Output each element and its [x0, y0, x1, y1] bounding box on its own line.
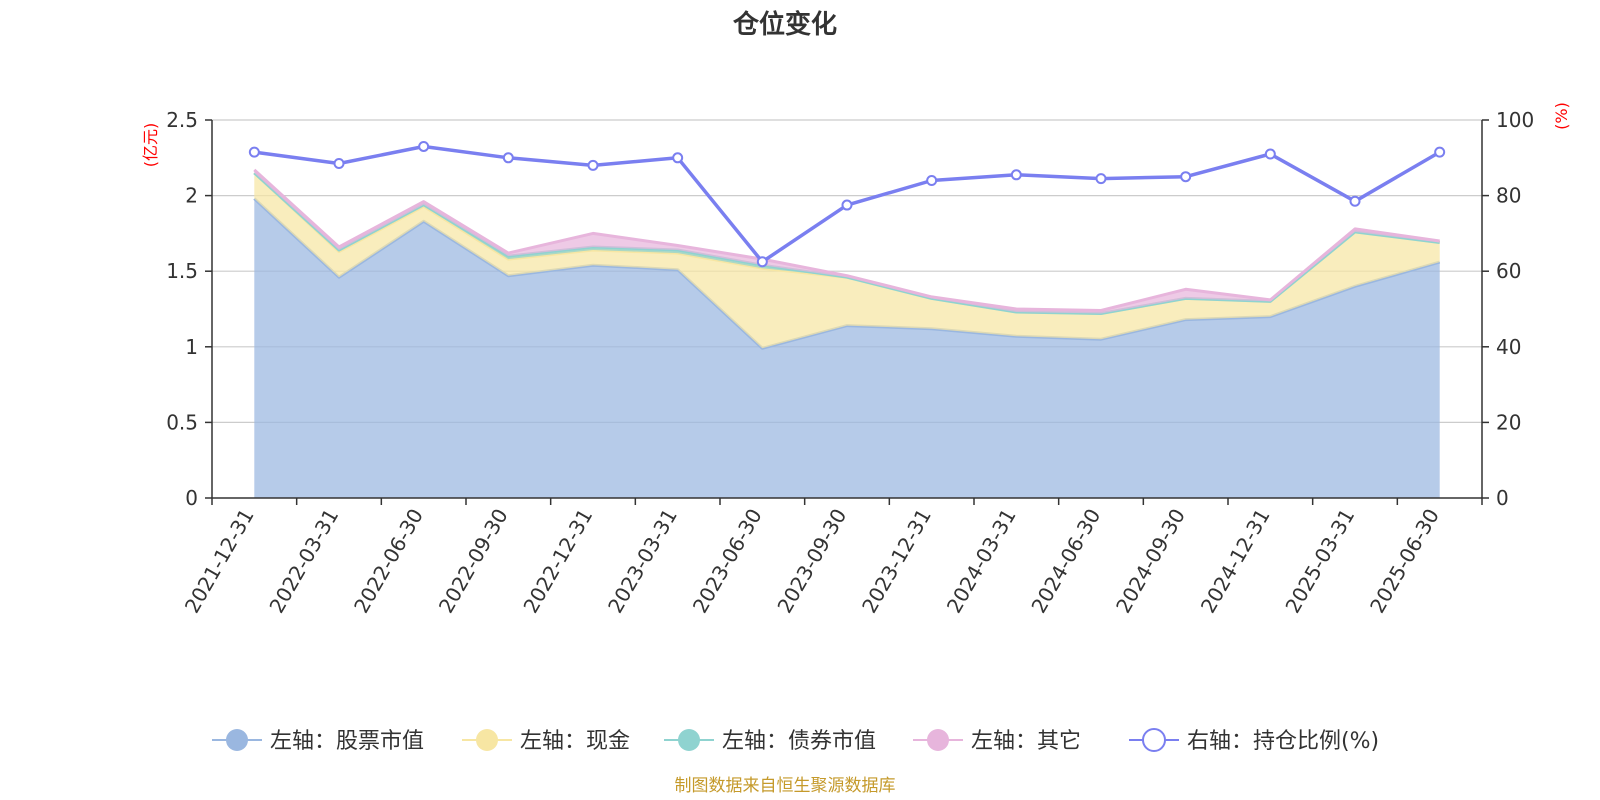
legend-label: 右轴：持仓比例(%) — [1187, 729, 1379, 754]
legend-circle-marker — [927, 729, 949, 751]
data-source-footer: 制图数据来自恒生聚源数据库 — [675, 776, 896, 796]
holding-ratio-point — [756, 256, 768, 268]
legend: 左轴：股票市值 左轴：现金 左轴：债券市值 左轴：其它 右轴：持仓比例(%) — [212, 728, 1379, 754]
legend-circle-marker — [678, 729, 700, 751]
holding-ratio-point — [841, 199, 853, 211]
x-axis-tick-label: 2022-09-30 — [434, 505, 513, 618]
right-axis-tick-label: 20 — [1496, 410, 1521, 434]
x-axis-tick-label: 2025-03-31 — [1280, 505, 1359, 618]
left-axis-unit: (亿元) — [141, 123, 160, 168]
holding-ratio-point — [587, 159, 599, 171]
legend-circle-marker — [226, 729, 248, 751]
holding-ratio-point — [1434, 146, 1446, 158]
x-axis-tick-label: 2021-12-31 — [180, 505, 259, 618]
x-axis-tick-label: 2024-12-31 — [1196, 505, 1275, 618]
holding-ratio-point — [1349, 195, 1361, 207]
x-axis-tick-label: 2023-06-30 — [688, 505, 767, 618]
legend-label: 左轴：其它 — [971, 729, 1081, 754]
area-series-1 — [254, 172, 1440, 349]
x-axis-tick-label: 2024-03-31 — [942, 504, 1021, 617]
legend-label: 左轴：股票市值 — [270, 729, 424, 754]
holding-ratio-point — [248, 146, 260, 158]
x-axis-tick-label: 2024-06-30 — [1026, 505, 1105, 618]
legend-label: 左轴：现金 — [520, 729, 630, 754]
legend-circle-marker — [1142, 728, 1166, 752]
x-axis-tick-label: 2022-12-31 — [518, 505, 597, 618]
left-axis-tick-label: 2.5 — [166, 108, 198, 132]
x-axis-tick-label: 2024-09-30 — [1111, 505, 1190, 618]
holding-ratio-point — [1010, 169, 1022, 181]
left-axis-tick-label: 1.5 — [166, 259, 198, 283]
holding-ratio-point — [1180, 171, 1192, 183]
legend-circle-marker — [476, 729, 498, 751]
stacked-areas — [253, 168, 1441, 498]
x-axis-tick-label: 2023-03-31 — [603, 505, 682, 618]
holding-ratio-point — [418, 140, 430, 152]
x-axis-tick-label: 2022-03-31 — [264, 505, 343, 618]
left-axis-tick-label: 0.5 — [166, 410, 198, 434]
left-axis-tick-label: 1 — [185, 335, 198, 359]
legend-label: 左轴：债券市值 — [722, 729, 876, 754]
right-axis-tick-label: 80 — [1496, 184, 1521, 208]
right-axis-tick-label: 100 — [1496, 108, 1534, 132]
right-axis-tick-label: 40 — [1496, 335, 1521, 359]
holding-ratio-line — [248, 140, 1446, 268]
holding-ratio-point — [1264, 148, 1276, 160]
holding-ratio-point — [333, 157, 345, 169]
x-axis-tick-label: 2023-12-31 — [857, 505, 936, 618]
chart-title: 仓位变化 — [732, 9, 837, 40]
left-axis-tick-label: 2 — [185, 184, 198, 208]
holding-ratio-point — [672, 152, 684, 164]
right-axis-tick-label: 0 — [1496, 486, 1509, 510]
holding-ratio-point — [1095, 173, 1107, 185]
x-axis-tick-label: 2023-09-30 — [772, 505, 851, 618]
x-axis-tick-label: 2022-06-30 — [349, 504, 428, 617]
holding-ratio-point — [926, 174, 938, 186]
left-axis-tick-label: 0 — [185, 486, 198, 510]
x-axis-tick-label: 2025-06-30 — [1365, 505, 1444, 618]
holding-ratio-point — [502, 152, 514, 164]
area-series-0 — [254, 198, 1440, 498]
right-axis-tick-label: 60 — [1496, 259, 1521, 283]
right-axis-unit: (%) — [1552, 102, 1571, 130]
area-series-line-3 — [253, 168, 1440, 312]
